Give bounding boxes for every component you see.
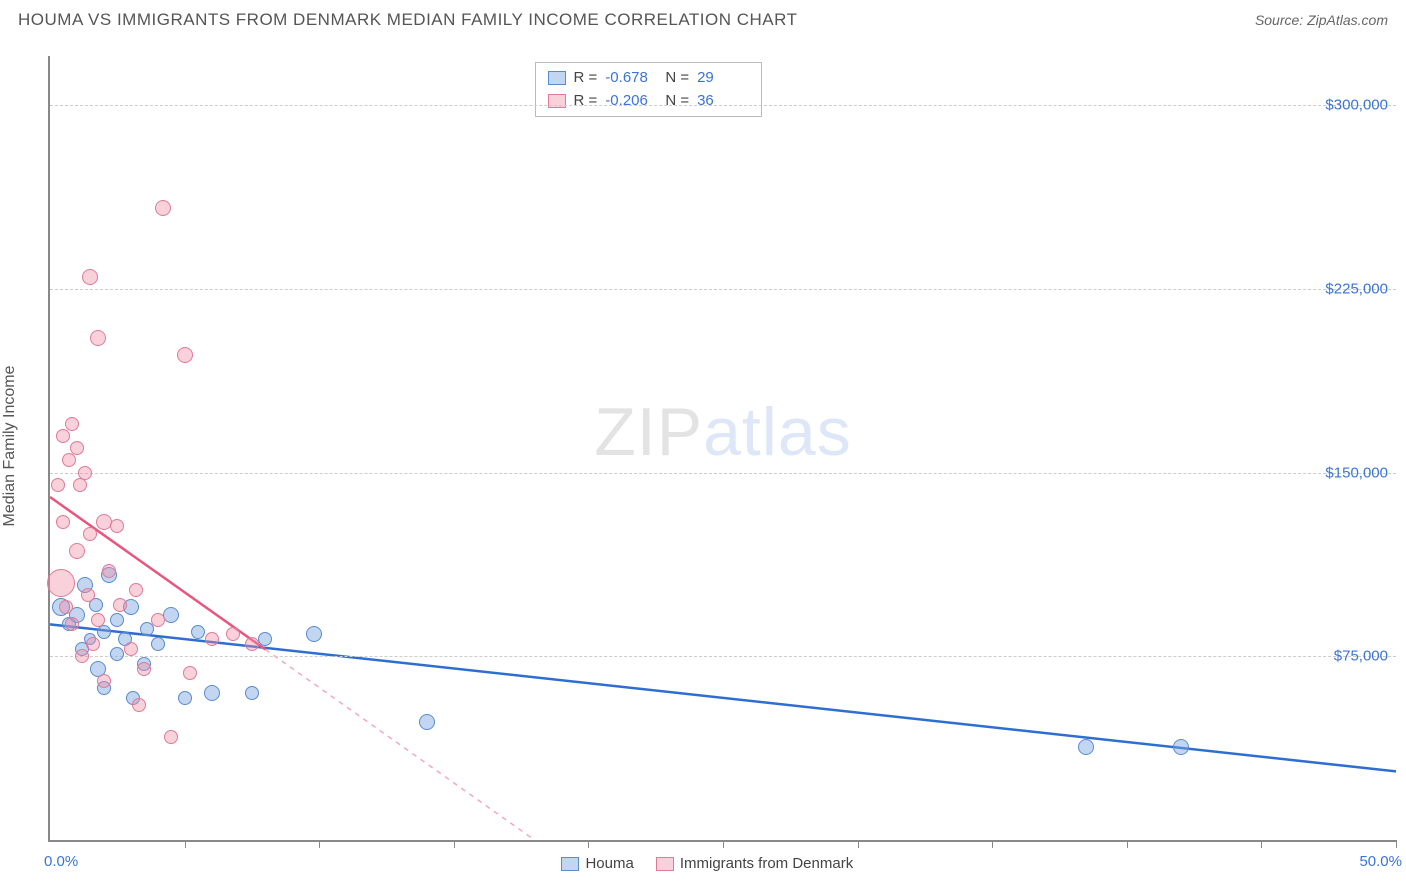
x-tick xyxy=(185,840,186,848)
x-tick xyxy=(1396,840,1397,848)
data-point-houma xyxy=(419,714,435,730)
data-point-denmark xyxy=(81,588,95,602)
data-point-denmark xyxy=(183,666,197,680)
data-point-houma xyxy=(258,632,272,646)
x-tick xyxy=(319,840,320,848)
data-point-denmark xyxy=(132,698,146,712)
r-label: R = xyxy=(574,67,598,90)
data-point-denmark xyxy=(151,613,165,627)
data-point-houma xyxy=(204,685,220,701)
data-point-denmark xyxy=(177,347,193,363)
x-tick xyxy=(992,840,993,848)
data-point-houma xyxy=(110,647,124,661)
x-tick xyxy=(723,840,724,848)
data-point-denmark xyxy=(245,637,259,651)
x-axis-min-label: 0.0% xyxy=(44,853,78,870)
r-value: -0.206 xyxy=(605,90,657,113)
data-point-denmark xyxy=(51,478,65,492)
legend-label: Immigrants from Denmark xyxy=(680,855,853,872)
data-point-denmark xyxy=(164,730,178,744)
chart-plot-area: ZIPatlas R =-0.678N =29R =-0.206N =36 Ho… xyxy=(48,56,1396,842)
data-point-houma xyxy=(191,625,205,639)
data-point-houma xyxy=(97,625,111,639)
data-point-denmark xyxy=(91,613,105,627)
data-point-houma xyxy=(245,686,259,700)
x-tick xyxy=(588,840,589,848)
data-point-denmark xyxy=(65,617,79,631)
data-point-houma xyxy=(1173,739,1189,755)
data-point-denmark xyxy=(124,642,138,656)
legend-label: Houma xyxy=(585,855,633,872)
data-point-denmark xyxy=(65,417,79,431)
x-axis-max-label: 50.0% xyxy=(1359,853,1402,870)
y-axis-label: Median Family Income xyxy=(1,366,19,527)
data-point-houma xyxy=(163,607,179,623)
data-point-denmark xyxy=(70,441,84,455)
y-tick-label: $300,000 xyxy=(1325,97,1388,114)
legend-item-denmark: Immigrants from Denmark xyxy=(656,855,853,872)
data-point-denmark xyxy=(75,649,89,663)
data-point-houma xyxy=(1078,739,1094,755)
gridline xyxy=(50,473,1396,474)
chart-title: HOUMA VS IMMIGRANTS FROM DENMARK MEDIAN … xyxy=(18,10,797,30)
legend-stat-row-houma: R = -0.678 N = 29 xyxy=(548,67,750,90)
data-point-houma xyxy=(178,691,192,705)
data-point-denmark xyxy=(62,453,76,467)
gridline xyxy=(50,656,1396,657)
data-point-houma xyxy=(306,626,322,642)
data-point-denmark xyxy=(226,627,240,641)
x-tick xyxy=(858,840,859,848)
data-point-denmark xyxy=(59,600,73,614)
x-tick xyxy=(454,840,455,848)
data-point-denmark xyxy=(86,637,100,651)
y-tick-label: $150,000 xyxy=(1325,464,1388,481)
n-value: 36 xyxy=(697,90,749,113)
data-point-houma xyxy=(151,637,165,651)
n-label: N = xyxy=(665,67,689,90)
gridline xyxy=(50,105,1396,106)
data-point-denmark xyxy=(113,598,127,612)
data-point-denmark xyxy=(129,583,143,597)
x-tick xyxy=(1127,840,1128,848)
data-point-denmark xyxy=(97,674,111,688)
data-point-denmark xyxy=(56,515,70,529)
watermark: ZIPatlas xyxy=(594,393,851,471)
data-point-denmark xyxy=(78,466,92,480)
trend-line-denmark-extrapolated xyxy=(265,649,534,840)
data-point-houma xyxy=(110,613,124,627)
y-tick-label: $225,000 xyxy=(1325,280,1388,297)
data-point-denmark xyxy=(110,519,124,533)
data-point-denmark xyxy=(205,632,219,646)
data-point-denmark xyxy=(69,543,85,559)
n-label: N = xyxy=(665,90,689,113)
legend-swatch xyxy=(548,71,566,85)
data-point-denmark xyxy=(56,429,70,443)
data-point-denmark xyxy=(73,478,87,492)
legend-item-houma: Houma xyxy=(561,855,633,872)
correlation-legend: R = -0.678 N = 29 R = -0.206 N = 36 xyxy=(535,62,763,117)
data-point-denmark xyxy=(83,527,97,541)
data-point-denmark xyxy=(137,662,151,676)
data-point-denmark xyxy=(102,564,116,578)
r-label: R = xyxy=(574,90,598,113)
legend-swatch xyxy=(656,857,674,871)
legend-swatch xyxy=(561,857,579,871)
source-attribution: Source: ZipAtlas.com xyxy=(1255,12,1388,28)
trend-lines xyxy=(50,56,1396,840)
legend-stat-row-denmark: R = -0.206 N = 36 xyxy=(548,90,750,113)
y-tick-label: $75,000 xyxy=(1334,648,1388,665)
data-point-denmark xyxy=(82,269,98,285)
data-point-denmark xyxy=(155,200,171,216)
data-point-denmark xyxy=(90,330,106,346)
data-point-denmark xyxy=(47,569,75,597)
gridline xyxy=(50,289,1396,290)
x-tick xyxy=(1261,840,1262,848)
r-value: -0.678 xyxy=(605,67,657,90)
series-legend: Houma Immigrants from Denmark xyxy=(561,855,853,872)
n-value: 29 xyxy=(697,67,749,90)
